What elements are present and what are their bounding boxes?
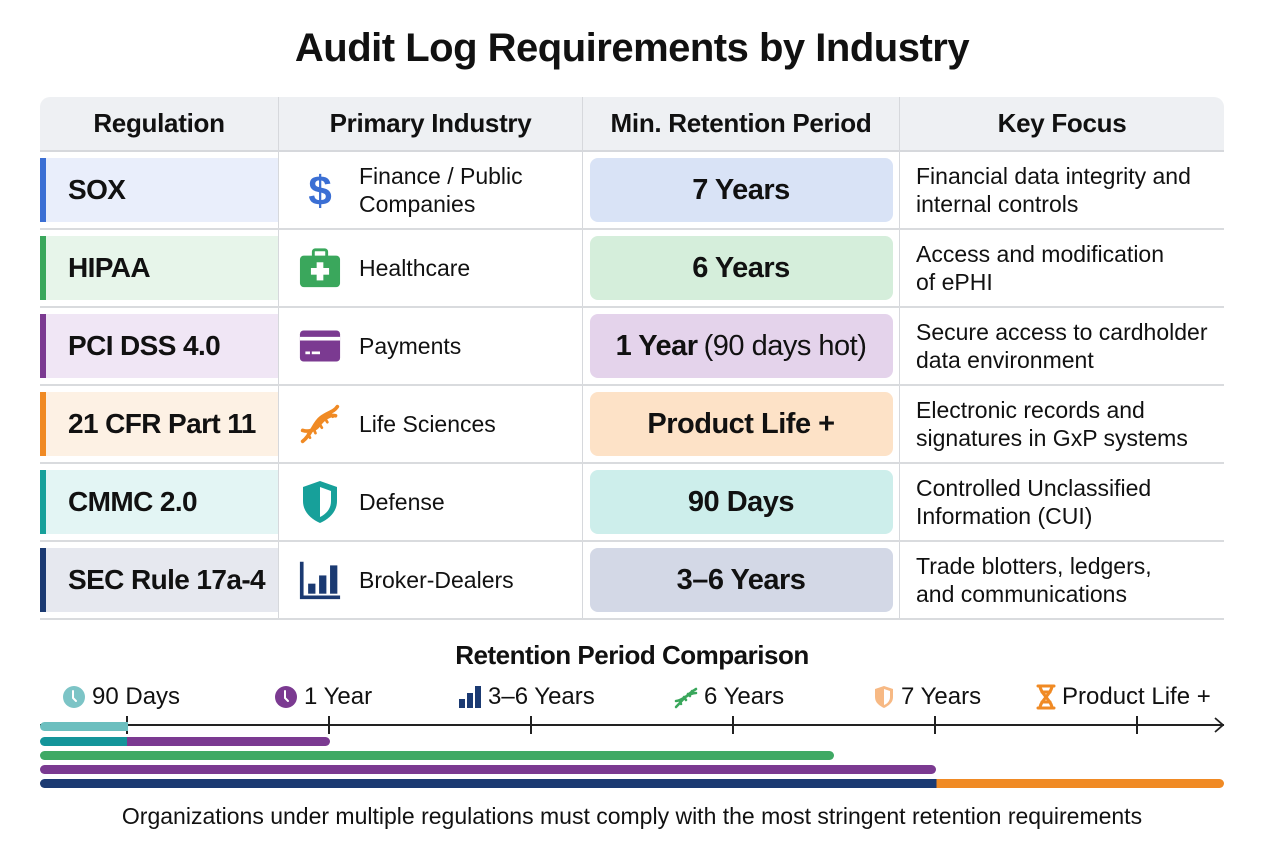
legend-item-3-6-years: 3–6 Years xyxy=(458,682,595,712)
industry-label: Payments xyxy=(359,333,462,359)
industry-label: Life Sciences xyxy=(359,411,496,437)
bar-chart-icon xyxy=(458,685,482,709)
table-row: SOX $ Finance / Public Companies 7 Years… xyxy=(40,152,1224,230)
comparison-title: Retention Period Comparison xyxy=(455,640,809,670)
bar-6-years xyxy=(40,751,834,760)
axis-tick-7-years xyxy=(934,716,936,734)
legend-item-1-year: 1 Year xyxy=(274,682,372,712)
table-row: SEC Rule 17a-4 Broker-Dealers 3–6 Years … xyxy=(40,542,1224,620)
hourglass-icon xyxy=(1036,684,1056,710)
legend-item-6-years: 6 Years xyxy=(674,682,784,712)
regulation-name: HIPAA xyxy=(40,236,278,300)
table-row: PCI DSS 4.0 Payments 1 Year (90 days hot… xyxy=(40,308,1224,386)
industry-label: Broker-Dealers xyxy=(359,567,514,593)
regulation-name: PCI DSS 4.0 xyxy=(40,314,278,378)
key-focus-text: Electronic records and signatures in GxP… xyxy=(916,397,1188,451)
key-focus-text: Secure access to cardholder data environ… xyxy=(916,319,1208,373)
bar-1-year xyxy=(40,737,330,746)
header-retention-period: Min. Retention Period xyxy=(583,97,900,150)
clock-icon xyxy=(274,685,298,709)
page-title: Audit Log Requirements by Industry xyxy=(294,26,970,70)
retention-badge: 90 Days xyxy=(589,470,893,534)
regulation-name: SOX xyxy=(40,158,278,222)
regulation-name: CMMC 2.0 xyxy=(40,470,278,534)
regulation-name: 21 CFR Part 11 xyxy=(40,392,278,456)
legend-item-7-years: 7 Years xyxy=(873,682,981,712)
footnote: Organizations under multiple regulations… xyxy=(121,803,1143,829)
header-key-focus: Key Focus xyxy=(997,108,1127,138)
legend-item-product-life: Product Life + xyxy=(1036,682,1211,712)
regulation-name: SEC Rule 17a-4 xyxy=(40,548,278,612)
industry-label: Defense xyxy=(359,489,445,515)
table-row: HIPAA Healthcare 6 Years Access and modi… xyxy=(40,230,1224,308)
table-row: CMMC 2.0 Defense 90 Days Controlled Uncl… xyxy=(40,464,1224,542)
key-focus-text: Trade blotters, ledgers, and communicati… xyxy=(916,553,1152,607)
shield-icon xyxy=(299,481,341,523)
industry-label: Finance / Public Companies xyxy=(359,163,523,217)
timeline-axis xyxy=(40,724,1224,726)
dollar-icon: $ xyxy=(299,169,341,211)
axis-tick-product-life xyxy=(1136,716,1138,734)
bar-chart-icon xyxy=(299,559,341,601)
retention-badge: Product Life + xyxy=(589,392,893,456)
header-primary-industry: Primary Industry xyxy=(279,97,583,150)
clock-icon xyxy=(62,685,86,709)
industry-label: Healthcare xyxy=(359,255,471,281)
legend-item-90-days: 90 Days xyxy=(62,682,180,712)
medical-kit-icon xyxy=(299,247,341,289)
retention-badge: 3–6 Years xyxy=(589,548,893,612)
bar-product-life xyxy=(40,779,1224,788)
retention-badge: 7 Years xyxy=(589,158,893,222)
retention-badge: 6 Years xyxy=(589,236,893,300)
header-regulation: Regulation xyxy=(40,97,279,150)
table-header: Regulation Primary Industry Min. Retenti… xyxy=(40,97,1224,152)
key-focus-text: Financial data integrity and internal co… xyxy=(916,163,1191,217)
axis-tick-3-6-years xyxy=(530,716,532,734)
retention-badge: 1 Year (90 days hot) xyxy=(589,314,893,378)
svg-text:$: $ xyxy=(308,169,331,211)
shield-icon xyxy=(873,685,895,709)
key-focus-text: Controlled Unclassified Information (CUI… xyxy=(916,475,1152,529)
requirements-table: Regulation Primary Industry Min. Retenti… xyxy=(40,97,1224,620)
axis-tick-1-year xyxy=(328,716,330,734)
credit-card-icon xyxy=(299,325,341,367)
axis-tick-6-years xyxy=(732,716,734,734)
bar-7-years xyxy=(40,765,936,774)
dna-icon xyxy=(299,403,341,445)
bar-90-days xyxy=(40,722,128,731)
axis-arrow-icon xyxy=(1214,717,1225,733)
dna-icon xyxy=(674,685,698,709)
key-focus-text: Access and modification of ePHI xyxy=(916,241,1165,295)
table-row: 21 CFR Part 11 Li xyxy=(40,386,1224,464)
